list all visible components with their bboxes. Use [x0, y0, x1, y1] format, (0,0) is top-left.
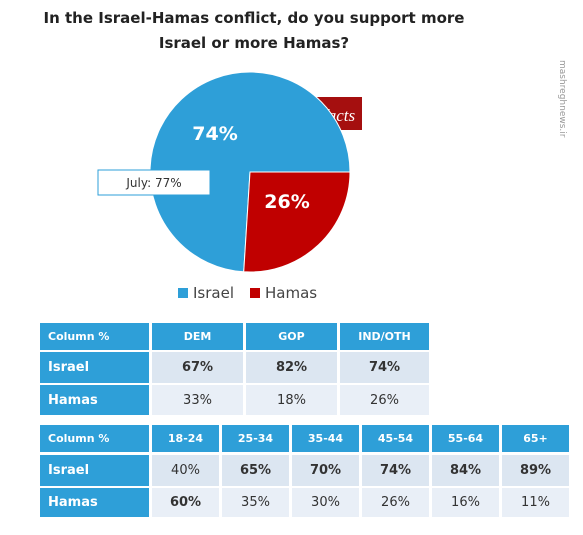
- table-cell: Hamas: [40, 488, 149, 517]
- legend-swatch: [178, 288, 188, 298]
- table-cell: Column %: [40, 323, 149, 350]
- table-cell: 40%: [152, 455, 219, 486]
- data-label: 26%: [264, 191, 309, 213]
- table-cell: 16%: [432, 488, 499, 517]
- table-cell: 74%: [340, 352, 429, 383]
- annotation: July: 77%: [125, 176, 181, 190]
- table-cell: 82%: [246, 352, 337, 383]
- watermark: mashreghnews.ir: [557, 60, 567, 138]
- table-cell: 65+: [502, 425, 569, 452]
- table-cell: 74%: [362, 455, 429, 486]
- table-cell: 18-24: [152, 425, 219, 452]
- table-cell: 65%: [222, 455, 289, 486]
- table-cell: GOP: [246, 323, 337, 350]
- chart-title: In the Israel-Hamas conflict, do you sup…: [44, 9, 465, 27]
- table-cell: 26%: [340, 385, 429, 415]
- table-cell: 26%: [362, 488, 429, 517]
- table-cell: 18%: [246, 385, 337, 415]
- table-cell: 33%: [152, 385, 243, 415]
- table-cell: 11%: [502, 488, 569, 517]
- table-cell: IND/OTH: [340, 323, 429, 350]
- table-cell: 25-34: [222, 425, 289, 452]
- legend-swatch: [250, 288, 260, 298]
- table-cell: 60%: [152, 488, 219, 517]
- table-cell: 30%: [292, 488, 359, 517]
- table-cell: Hamas: [40, 385, 149, 415]
- table-cell: DEM: [152, 323, 243, 350]
- annotation-box: [97, 169, 211, 196]
- chart-title: Israel or more Hamas?: [159, 34, 349, 52]
- table-cell: 45-54: [362, 425, 429, 452]
- data-label: 74%: [192, 123, 237, 145]
- table-cell: 67%: [152, 352, 243, 383]
- legend-label: Hamas: [265, 284, 317, 302]
- chart: In the Israel-Hamas conflict, do you sup…: [44, 9, 567, 302]
- table-cell: 84%: [432, 455, 499, 486]
- table-cell: 89%: [502, 455, 569, 486]
- table-cell: Israel: [40, 455, 149, 486]
- table-cell: 70%: [292, 455, 359, 486]
- table-cell: Column %: [40, 425, 149, 452]
- table-cell: 55-64: [432, 425, 499, 452]
- table-cell: 35%: [222, 488, 289, 517]
- legend-label: Israel: [193, 284, 234, 302]
- table-cell: Israel: [40, 352, 149, 383]
- table-cell: 35-44: [292, 425, 359, 452]
- pie-slice: [243, 171, 351, 273]
